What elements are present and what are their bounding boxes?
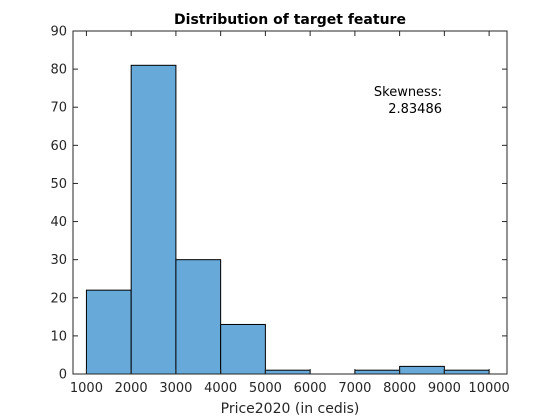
skewness-label: Skewness: — [374, 85, 442, 100]
y-tick-label: 70 — [50, 101, 67, 116]
x-tick-label: 7000 — [338, 381, 371, 396]
x-tick-label: 10000 — [468, 381, 509, 396]
y-tick-label: 10 — [50, 329, 67, 344]
axes-box — [72, 30, 508, 375]
x-tick-label: 1000 — [70, 381, 103, 396]
x-tick-label: 8000 — [383, 381, 416, 396]
y-tick-label: 60 — [50, 139, 67, 154]
x-tick-labels: 1000 2000 3000 4000 5000 6000 7000 8000 9000 1000… — [70, 381, 510, 396]
x-tick-label: 5000 — [249, 381, 282, 396]
x-tick-label: 6000 — [294, 381, 327, 396]
x-tick-label: 2000 — [115, 381, 148, 396]
bars-group — [85, 64, 490, 375]
x-tick-label: 4000 — [204, 381, 237, 396]
histogram-bar — [399, 365, 445, 375]
x-axis-label: Price2020 (in cedis) — [221, 401, 360, 417]
y-tick-label: 80 — [50, 63, 67, 78]
y-tick-label: 30 — [50, 253, 67, 268]
histogram-bar — [354, 369, 401, 375]
y-tick-label: 20 — [50, 291, 67, 306]
y-tick-label: 0 — [59, 368, 67, 383]
y-tick-labels: 0 10 20 30 40 50 60 70 80 90 — [50, 25, 67, 383]
histogram-bar — [85, 289, 132, 375]
histogram-bar — [130, 64, 177, 375]
skewness-value: 2.83486 — [388, 102, 442, 117]
x-tick-label: 9000 — [428, 381, 461, 396]
y-tick-label: 40 — [50, 215, 67, 230]
histogram-bar — [264, 369, 311, 375]
y-tick-label: 50 — [50, 177, 67, 192]
histogram-bar — [220, 323, 266, 375]
chart-title: Distribution of target feature — [174, 12, 406, 28]
x-tick-label: 3000 — [159, 381, 192, 396]
histogram-bar — [443, 369, 490, 375]
y-tick-label: 90 — [50, 25, 67, 40]
histogram-bar — [175, 259, 222, 375]
